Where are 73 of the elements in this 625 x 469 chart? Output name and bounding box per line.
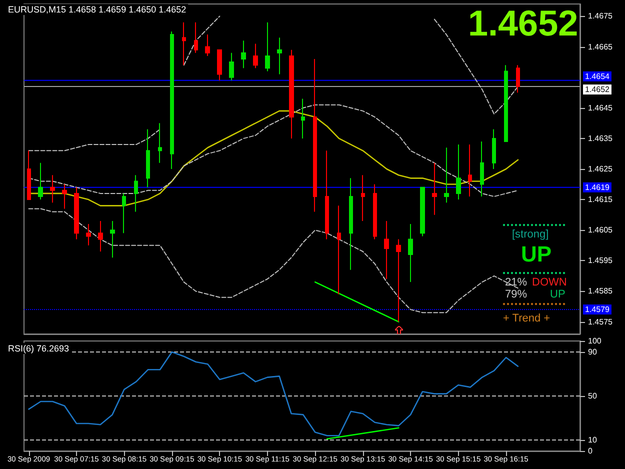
y-tick-label: 90 [588, 348, 598, 356]
candlestick [86, 224, 91, 246]
annotation: DOWN [532, 276, 567, 288]
candlestick [373, 184, 377, 240]
candlestick [337, 205, 341, 295]
candlestick [408, 224, 413, 283]
candlestick [361, 174, 365, 222]
candlestick [205, 34, 210, 56]
candlestick [194, 22, 198, 54]
candlestick [468, 144, 472, 197]
y-tick-label: 50 [588, 392, 598, 400]
candlestick [456, 144, 461, 200]
y-tick-label: 1.4595 [588, 256, 614, 266]
ref-line-label: 1.4652 [585, 85, 610, 94]
annotation: 1.4652 [468, 2, 578, 44]
annotation: [strong] [512, 228, 549, 240]
candlestick [98, 220, 103, 252]
ref-line-label: 1.4654 [585, 72, 610, 81]
candlestick [420, 186, 425, 237]
candlestick [325, 150, 329, 240]
candlestick [110, 220, 115, 258]
annotation: 79% [505, 288, 528, 300]
y-tick-label: 1.4615 [588, 195, 614, 204]
y-tick-label: 1.4625 [588, 164, 614, 174]
candlestick [170, 31, 174, 170]
candlestick [217, 49, 222, 81]
candlestick [504, 64, 508, 142]
y-tick-label: 10 [588, 436, 598, 444]
candlestick [444, 147, 449, 204]
annotation: UP [521, 242, 552, 266]
chart-title: RSI(6) 76.2693 [8, 344, 70, 354]
candlestick [229, 52, 234, 81]
candlestick [158, 122, 162, 164]
annotation: 21% [505, 276, 528, 288]
y-tick-label: 1.4645 [588, 103, 614, 112]
candlestick [38, 162, 43, 200]
candlestick [74, 186, 79, 240]
y-tick-label: 1.4605 [588, 226, 614, 235]
candlestick [62, 184, 67, 210]
y-tick-label: 1.4675 [588, 12, 614, 21]
line-series [28, 110, 519, 206]
y-tick-label: 1.4585 [588, 286, 614, 296]
candlestick [50, 174, 55, 204]
ref-line-label: 1.4579 [585, 305, 610, 314]
line-series [28, 104, 518, 197]
candlestick [492, 128, 496, 170]
candlestick [146, 128, 150, 188]
candlestick [27, 150, 31, 200]
candlestick [301, 98, 305, 139]
y-tick-label: 1.4635 [588, 134, 614, 143]
y-tick-label: 0 [588, 446, 593, 456]
candlestick [480, 141, 484, 197]
y-tick-label: 1.4575 [588, 317, 614, 326]
candlestick [289, 49, 294, 139]
candlestick [384, 220, 389, 280]
candlestick [432, 162, 437, 216]
candlestick [396, 238, 401, 322]
candlestick [122, 192, 126, 234]
candlestick [516, 64, 520, 94]
candlestick [313, 58, 317, 212]
ref-line-label: 1.4619 [585, 182, 610, 192]
annotation: UP [550, 288, 566, 300]
y-tick-label: 1.4665 [588, 42, 614, 52]
candlestick [134, 174, 138, 212]
chart-title: EURUSD,M15 1.4658 1.4659 1.4650 1.4652 [8, 4, 186, 14]
candlestick [182, 22, 186, 66]
candlestick [265, 22, 270, 72]
candlestick [277, 37, 282, 75]
candlestick [253, 43, 258, 69]
y-tick-label: 100 [588, 336, 602, 346]
annotation: + Trend + [503, 312, 550, 324]
candlestick [349, 178, 353, 270]
candlestick [241, 40, 246, 69]
